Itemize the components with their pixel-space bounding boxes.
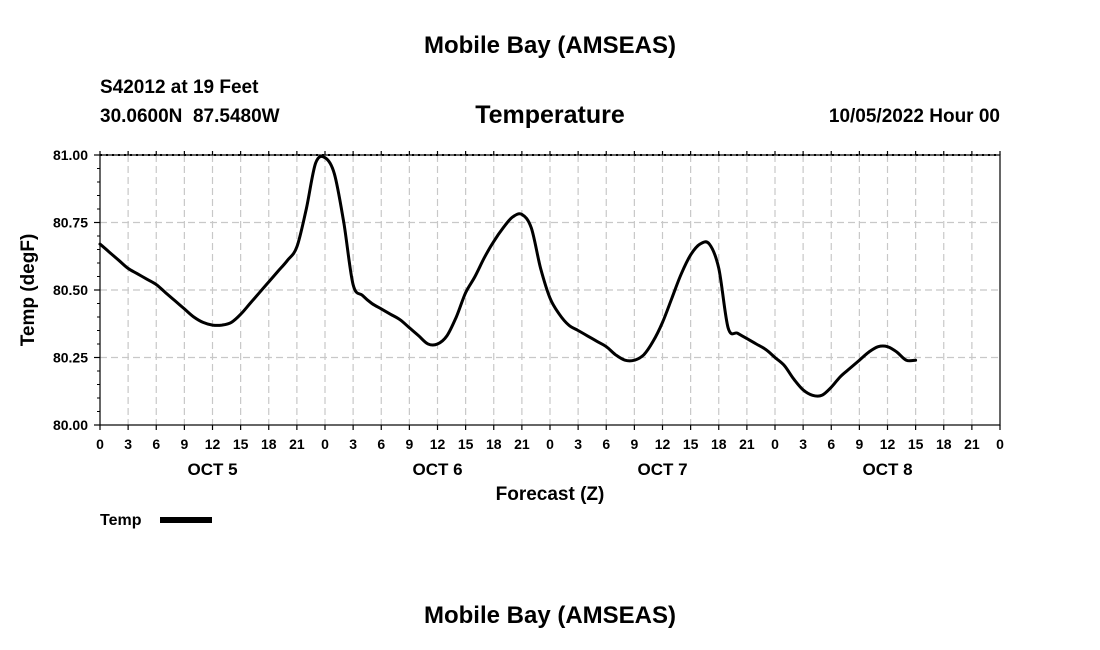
x-tick-label: 18 xyxy=(711,436,727,452)
coordinates-label: 30.0600N 87.5480W xyxy=(100,106,280,127)
y-tick-label: 80.00 xyxy=(53,417,88,433)
x-tick-label: 18 xyxy=(486,436,502,452)
x-tick-label: 0 xyxy=(546,436,554,452)
y-tick-label: 80.75 xyxy=(53,215,88,231)
x-axis-label: Forecast (Z) xyxy=(496,484,605,505)
station-label: S42012 at 19 Feet xyxy=(100,77,259,98)
x-tick-label: 3 xyxy=(349,436,357,452)
chart-title: Mobile Bay (AMSEAS) xyxy=(423,32,677,59)
x-tick-label: 18 xyxy=(261,436,277,452)
y-axis-label: Temp (degF) xyxy=(18,234,39,347)
day-label: OCT 7 xyxy=(637,460,687,479)
x-tick-label: 6 xyxy=(602,436,610,452)
x-tick-label: 15 xyxy=(233,436,249,452)
x-tick-label: 15 xyxy=(458,436,474,452)
forecast-datetime: 10/05/2022 Hour 00 xyxy=(828,106,1000,127)
legend-swatch xyxy=(160,517,212,523)
x-tick-label: 12 xyxy=(430,436,446,452)
x-tick-label: 9 xyxy=(630,436,638,452)
x-tick-label: 9 xyxy=(855,436,863,452)
x-tick-label: 6 xyxy=(377,436,385,452)
legend-label: Temp xyxy=(100,512,142,529)
x-tick-label: 9 xyxy=(180,436,188,452)
x-tick-label: 6 xyxy=(827,436,835,452)
chart-subtitle: Temperature xyxy=(475,101,625,129)
x-tick-label: 12 xyxy=(205,436,221,452)
x-tick-label: 3 xyxy=(799,436,807,452)
y-tick-label: 80.25 xyxy=(53,350,88,366)
temp-series-line xyxy=(98,154,918,398)
x-tick-label: 21 xyxy=(514,436,530,452)
y-tick-label: 80.50 xyxy=(53,282,88,298)
y-axis: 80.00 80.25 80.50 80.75 81.00 xyxy=(53,147,100,433)
x-tick-label: 18 xyxy=(936,436,952,452)
x-tick-label: 0 xyxy=(996,436,1004,452)
x-tick-label: 0 xyxy=(771,436,779,452)
x-tick-label: 21 xyxy=(289,436,305,452)
day-label: OCT 5 xyxy=(187,460,237,479)
x-tick-label: 0 xyxy=(321,436,329,452)
x-tick-label: 0 xyxy=(96,436,104,452)
x-axis: 0 3 6 9 12 15 18 21 0 3 6 9 12 15 18 21 0 3 6 9 12 15 18 21 0 3 6 9… xyxy=(96,151,1004,452)
x-tick-label: 9 xyxy=(405,436,413,452)
x-tick-label: 3 xyxy=(124,436,132,452)
day-label: OCT 6 xyxy=(412,460,462,479)
x-tick-label: 12 xyxy=(655,436,671,452)
x-tick-label: 21 xyxy=(739,436,755,452)
x-tick-label: 12 xyxy=(880,436,896,452)
footer-title: Mobile Bay (AMSEAS) xyxy=(423,602,677,629)
x-tick-label: 15 xyxy=(683,436,699,452)
y-tick-label: 81.00 xyxy=(53,147,88,163)
x-tick-label: 15 xyxy=(908,436,924,452)
x-tick-label: 3 xyxy=(574,436,582,452)
grid-lines xyxy=(100,155,1000,425)
x-tick-label: 6 xyxy=(152,436,160,452)
day-label: OCT 8 xyxy=(862,460,912,479)
day-labels: OCT 5 OCT 6 OCT 7 OCT 8 xyxy=(187,460,912,479)
x-tick-label: 21 xyxy=(964,436,980,452)
